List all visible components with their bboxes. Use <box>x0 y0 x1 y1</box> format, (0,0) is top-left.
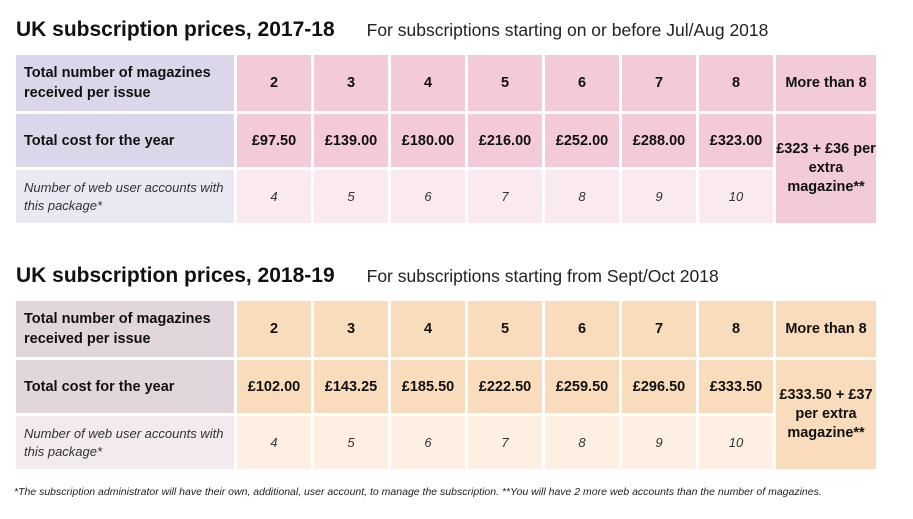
accounts-row: Number of web user accounts with this pa… <box>16 170 876 223</box>
accounts-cell: 8 <box>545 170 619 223</box>
cost-cell: £185.50 <box>391 360 465 413</box>
pricing-table: Total number of magazines received per i… <box>13 52 879 226</box>
accounts-cell: 5 <box>314 416 388 469</box>
section-heading: UK subscription prices, 2017-18 For subs… <box>16 18 879 52</box>
accounts-row: Number of web user accounts with this pa… <box>16 416 876 469</box>
more-than-header: More than 8 <box>776 55 876 111</box>
column-header: 2 <box>237 301 311 357</box>
magazines-row: Total number of magazines received per i… <box>16 301 876 357</box>
column-header: 4 <box>391 301 465 357</box>
column-header: 5 <box>468 55 542 111</box>
accounts-cell: 4 <box>237 170 311 223</box>
section-heading: UK subscription prices, 2018-19 For subs… <box>16 264 879 298</box>
cost-cell: £259.50 <box>545 360 619 413</box>
accounts-cell: 9 <box>622 170 696 223</box>
cost-row-label: Total cost for the year <box>16 114 234 167</box>
accounts-row-label: Number of web user accounts with this pa… <box>16 170 234 223</box>
accounts-cell: 6 <box>391 170 465 223</box>
section-title: UK subscription prices, 2017-18 <box>16 18 335 41</box>
cost-cell: £143.25 <box>314 360 388 413</box>
cost-cell: £252.00 <box>545 114 619 167</box>
cost-cell: £180.00 <box>391 114 465 167</box>
pricing-section-2018-19: UK subscription prices, 2018-19 For subs… <box>16 264 879 472</box>
cost-cell: £288.00 <box>622 114 696 167</box>
cost-row-label: Total cost for the year <box>16 360 234 413</box>
cost-cell: £323.00 <box>699 114 773 167</box>
magazines-row-label: Total number of magazines received per i… <box>16 301 234 357</box>
cost-cell: £97.50 <box>237 114 311 167</box>
column-header: 4 <box>391 55 465 111</box>
section-subtitle: For subscriptions starting on or before … <box>366 20 769 40</box>
accounts-cell: 7 <box>468 416 542 469</box>
accounts-cell: 6 <box>391 416 465 469</box>
section-title: UK subscription prices, 2018-19 <box>16 264 335 287</box>
cost-cell: £296.50 <box>622 360 696 413</box>
column-header: 6 <box>545 55 619 111</box>
column-header: 2 <box>237 55 311 111</box>
magazines-row-label: Total number of magazines received per i… <box>16 55 234 111</box>
cost-cell: £102.00 <box>237 360 311 413</box>
accounts-cell: 10 <box>699 416 773 469</box>
column-header: 3 <box>314 55 388 111</box>
more-than-header: More than 8 <box>776 301 876 357</box>
cost-row: Total cost for the year £102.00 £143.25 … <box>16 360 876 469</box>
footnote: *The subscription administrator will hav… <box>14 486 822 498</box>
extra-price-cell: £333.50 + £37 per extra magazine** <box>776 360 876 469</box>
magazines-row: Total number of magazines received per i… <box>16 55 876 111</box>
column-header: 3 <box>314 301 388 357</box>
accounts-cell: 9 <box>622 416 696 469</box>
section-subtitle: For subscriptions starting from Sept/Oct… <box>366 266 719 286</box>
cost-row: Total cost for the year £97.50 £139.00 £… <box>16 114 876 223</box>
cost-cell: £216.00 <box>468 114 542 167</box>
accounts-cell: 8 <box>545 416 619 469</box>
accounts-cell: 10 <box>699 170 773 223</box>
column-header: 7 <box>622 55 696 111</box>
pricing-table: Total number of magazines received per i… <box>13 298 879 472</box>
cost-cell: £222.50 <box>468 360 542 413</box>
accounts-cell: 7 <box>468 170 542 223</box>
column-header: 7 <box>622 301 696 357</box>
accounts-cell: 4 <box>237 416 311 469</box>
column-header: 6 <box>545 301 619 357</box>
column-header: 8 <box>699 55 773 111</box>
cost-cell: £333.50 <box>699 360 773 413</box>
accounts-cell: 5 <box>314 170 388 223</box>
pricing-section-2017-18: UK subscription prices, 2017-18 For subs… <box>16 18 879 226</box>
accounts-row-label: Number of web user accounts with this pa… <box>16 416 234 469</box>
column-header: 8 <box>699 301 773 357</box>
extra-price-cell: £323 + £36 per extra magazine** <box>776 114 876 223</box>
cost-cell: £139.00 <box>314 114 388 167</box>
column-header: 5 <box>468 301 542 357</box>
